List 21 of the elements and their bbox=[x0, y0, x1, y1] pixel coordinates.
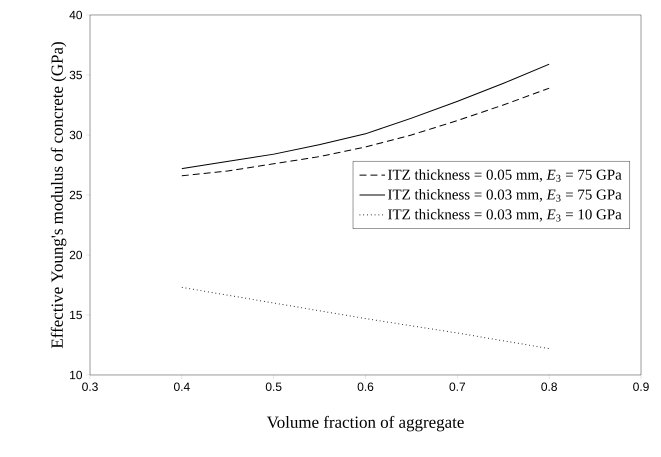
x-tick-label: 0.9 bbox=[633, 382, 649, 391]
line-series bbox=[181, 64, 550, 170]
x-axis-title: Volume fraction of aggregate bbox=[266, 416, 464, 432]
legend-label: ITZ thickness = 0.03 mm, E$_{3}$ = 75 GPa bbox=[388, 189, 622, 202]
x-tick-label: 0.8 bbox=[541, 382, 557, 391]
x-tick-label: 0.7 bbox=[450, 382, 466, 391]
line-series bbox=[181, 286, 550, 350]
y-tick-label: 15 bbox=[70, 310, 82, 320]
legend-label: ITZ thickness = 0.05 mm, E$_{3}$ = 75 GPa bbox=[388, 169, 622, 182]
y-tick-label: 35 bbox=[70, 70, 82, 80]
y-axis-title: Effective Young's modulus of concrete (GPa) bbox=[50, 42, 66, 348]
x-tick-label: 0.3 bbox=[82, 382, 98, 391]
x-tick-label: 0.4 bbox=[174, 382, 190, 391]
x-tick-label: 0.5 bbox=[266, 382, 282, 391]
x-tick-label: 0.6 bbox=[358, 382, 374, 391]
y-tick-label: 25 bbox=[70, 190, 82, 200]
legend-label: ITZ thickness = 0.03 mm, E$_{3}$ = 10 GPa bbox=[388, 208, 622, 222]
y-tick-label: 20 bbox=[70, 250, 82, 260]
y-tick-label: 30 bbox=[70, 130, 82, 140]
y-tick-label: 40 bbox=[69, 10, 82, 20]
y-tick-label: 10 bbox=[70, 370, 82, 380]
